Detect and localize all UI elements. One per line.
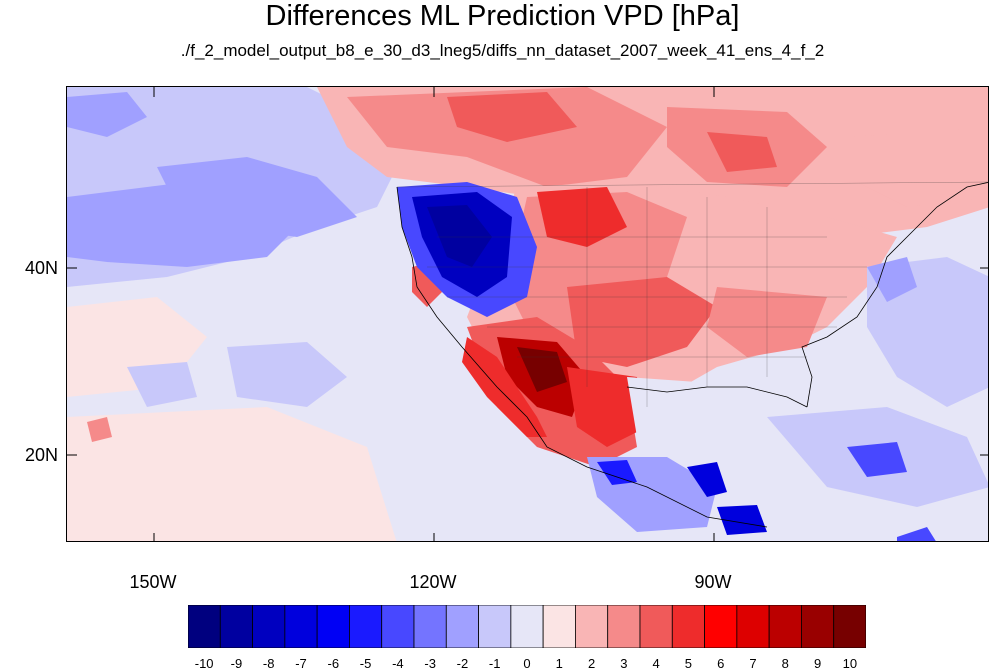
field-region (227, 342, 347, 407)
colorbar-tick-label: 0 (523, 656, 531, 671)
field-region (897, 527, 936, 541)
field-region (127, 362, 197, 407)
colorbar-tick-label: 4 (652, 656, 660, 671)
colorbar-tick-label: -8 (262, 656, 275, 671)
field-region (717, 505, 767, 535)
field-region (517, 347, 567, 392)
field-region (447, 92, 577, 142)
colorbar-swatch (219, 605, 253, 648)
colorbar-swatch (671, 605, 705, 648)
colorbar-tick-label: 1 (555, 656, 563, 671)
field-region (462, 337, 547, 437)
colorbar-tick-label: -5 (359, 656, 372, 671)
colorbar-swatch (478, 605, 512, 648)
colorbar-swatch (575, 605, 609, 648)
colorbar-tick-label: -4 (392, 656, 404, 671)
field-region (427, 205, 492, 267)
field-region (87, 417, 112, 442)
colorbar-tick-label: 7 (749, 656, 757, 671)
colorbar-tick-label: 2 (587, 656, 596, 671)
colorbar-swatch (607, 605, 641, 648)
colorbar-swatch (736, 605, 770, 648)
lon-label-150w: 150W (129, 572, 177, 592)
colorbar-tick-label: -9 (230, 656, 243, 671)
colorbar-tick-label: 8 (781, 656, 789, 671)
coastline (396, 182, 988, 528)
colorbar-tick-label: 5 (684, 656, 693, 671)
colorbar-swatch (801, 605, 835, 648)
field-region (537, 187, 627, 247)
field-region (597, 460, 637, 485)
colorbar-swatch (704, 605, 738, 648)
field-region (157, 157, 357, 237)
colorbar-tick-label: -2 (456, 656, 469, 671)
lon-label-120w: 120W (409, 572, 457, 592)
lat-label-20n: 20N (24, 445, 58, 465)
colorbar-swatch (639, 605, 673, 648)
colorbar-tick-label: -7 (295, 656, 307, 671)
state-boundaries (396, 181, 988, 407)
colorbar-tick-label: -3 (424, 656, 436, 671)
field-region (847, 127, 988, 207)
field-region (847, 442, 907, 477)
chart-subtitle: ./f_2_model_output_b8_e_30_d3_lneg5/diff… (180, 41, 825, 60)
field-region (67, 407, 397, 541)
colorbar-swatch (833, 605, 866, 648)
colorbar-tick-label: 6 (717, 656, 725, 671)
colorbar-swatch (768, 605, 802, 648)
lat-label-40n: 40N (24, 258, 58, 278)
colorbar-swatch (542, 605, 576, 648)
colorbar-swatch (413, 605, 447, 648)
colorbar-swatch (510, 605, 544, 648)
colorbar-tick-label: -10 (194, 656, 214, 671)
axis-ticks (67, 87, 988, 541)
colorbar-swatch (284, 605, 318, 648)
colorbar-tick-label: 3 (620, 656, 628, 671)
colorbar-swatch (445, 605, 479, 648)
colorbar-swatch (316, 605, 350, 648)
colorbar-tick-label: 10 (842, 656, 858, 671)
field-region (687, 462, 727, 497)
lon-label-90w: 90W (694, 572, 732, 592)
field-region (567, 277, 717, 367)
colorbar-swatch (188, 605, 221, 648)
colorbar-swatch (381, 605, 415, 648)
colorbar (188, 605, 866, 648)
chart-title: Differences ML Prediction VPD [hPa] (265, 0, 740, 32)
colorbar-swatch (349, 605, 383, 648)
colorbar-tick-label: 9 (813, 656, 822, 671)
colorbar-tick-label: -1 (488, 656, 501, 671)
vpd-difference-field (67, 87, 988, 541)
field-region (67, 92, 147, 137)
colorbar-tick-label: -6 (327, 656, 340, 671)
field-region (867, 257, 917, 302)
field-region (707, 132, 777, 172)
map-plot (66, 86, 989, 542)
field-region (627, 377, 807, 467)
colorbar-swatch (252, 605, 286, 648)
